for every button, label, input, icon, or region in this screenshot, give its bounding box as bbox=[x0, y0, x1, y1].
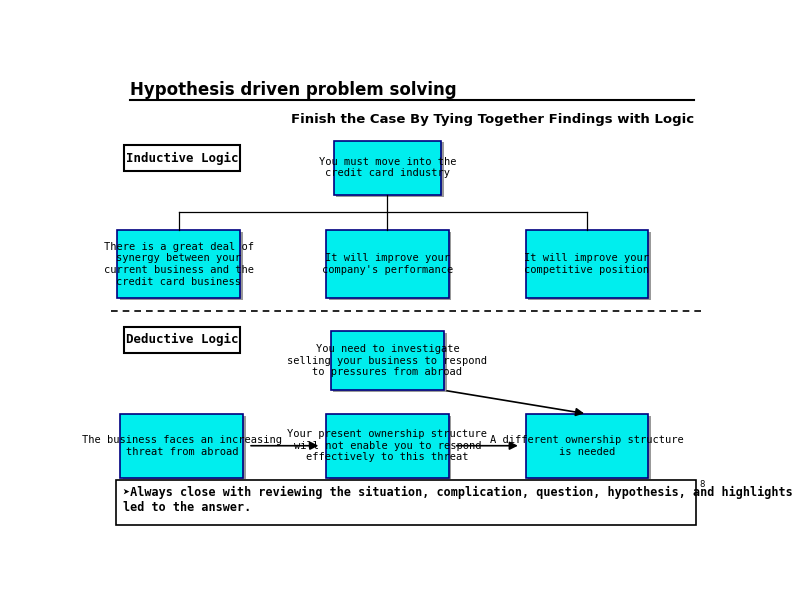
Bar bbox=[331, 332, 444, 390]
Text: The business faces an increasing
threat from abroad: The business faces an increasing threat … bbox=[82, 435, 282, 457]
Bar bbox=[116, 480, 696, 524]
Bar bbox=[329, 416, 451, 479]
Bar bbox=[329, 232, 451, 300]
Text: Your present ownership structure
will not enable you to respond
effectively to t: Your present ownership structure will no… bbox=[287, 429, 488, 462]
Text: There is a great deal of
synergy between your
current business and the
credit ca: There is a great deal of synergy between… bbox=[104, 242, 253, 286]
Bar bbox=[123, 416, 246, 479]
Bar bbox=[333, 334, 447, 392]
Text: Deductive Logic: Deductive Logic bbox=[126, 333, 238, 346]
Bar bbox=[120, 414, 243, 477]
Bar bbox=[526, 230, 649, 299]
Bar bbox=[326, 230, 449, 299]
Text: You need to investigate
selling your business to respond
to pressures from abroa: You need to investigate selling your bus… bbox=[287, 345, 488, 378]
Bar bbox=[528, 232, 651, 300]
Bar bbox=[526, 414, 649, 477]
Text: It will improve your
competitive position: It will improve your competitive positio… bbox=[524, 253, 649, 275]
Text: Finish the Case By Tying Together Findings with Logic: Finish the Case By Tying Together Findin… bbox=[291, 113, 695, 127]
Text: ➤Always close with reviewing the situation, complication, question, hypothesis, : ➤Always close with reviewing the situati… bbox=[124, 486, 792, 514]
Text: You must move into the
credit card industry: You must move into the credit card indus… bbox=[318, 157, 456, 179]
Text: Hypothesis driven problem solving: Hypothesis driven problem solving bbox=[130, 81, 456, 99]
Bar bbox=[120, 232, 242, 300]
Bar bbox=[528, 416, 651, 479]
Bar bbox=[124, 145, 240, 171]
Text: 8: 8 bbox=[699, 480, 704, 489]
Text: It will improve your
company's performance: It will improve your company's performan… bbox=[322, 253, 453, 275]
Bar bbox=[326, 414, 449, 477]
Bar bbox=[337, 143, 444, 196]
Text: Inductive Logic: Inductive Logic bbox=[126, 152, 238, 165]
Bar bbox=[124, 327, 240, 353]
Text: A different ownership structure
is needed: A different ownership structure is neede… bbox=[490, 435, 683, 457]
Bar bbox=[117, 230, 240, 299]
Bar bbox=[333, 141, 441, 195]
